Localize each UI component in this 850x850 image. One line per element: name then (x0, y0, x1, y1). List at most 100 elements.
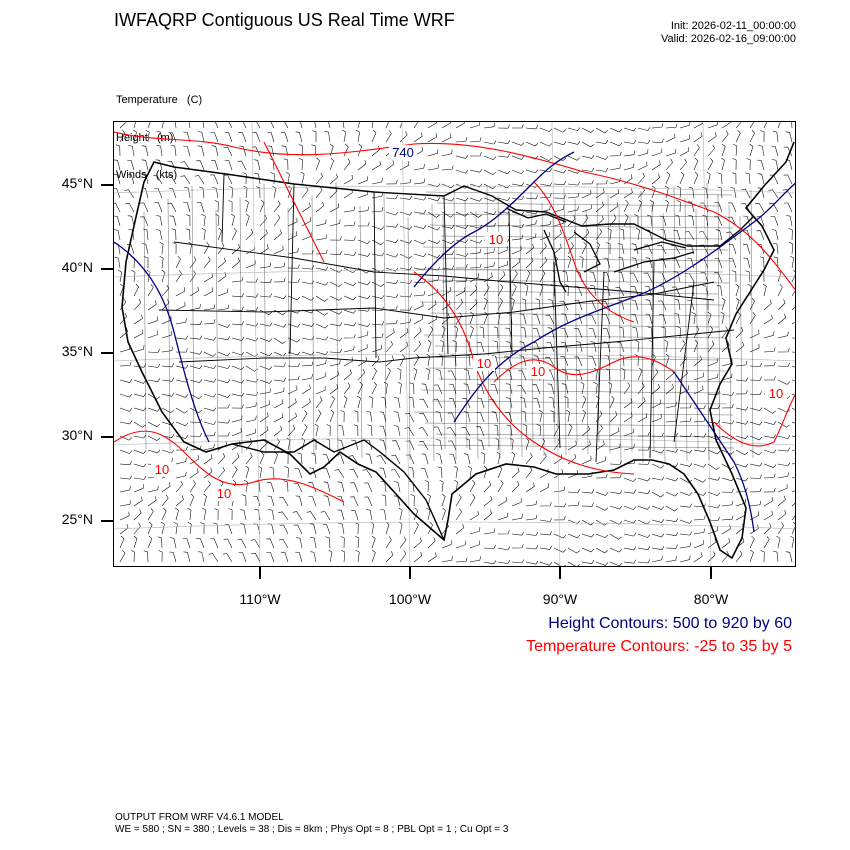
county-line (167, 198, 171, 451)
wind-barb (183, 201, 191, 213)
wind-barb (593, 381, 598, 395)
wind-barb (533, 355, 541, 367)
wind-barb (363, 482, 373, 493)
wind-barb (732, 158, 737, 171)
wind-barb (175, 421, 189, 427)
wind-barb (315, 351, 329, 356)
wind-barb (278, 538, 289, 549)
wind-barb (609, 547, 623, 553)
wind-barb (245, 278, 258, 283)
wind-barb (707, 526, 718, 535)
wind-barb (721, 130, 729, 143)
wind-barb (581, 214, 589, 227)
wind-barb (180, 175, 191, 185)
wind-barb (147, 316, 158, 325)
wind-barb (237, 160, 247, 171)
wind-barb (525, 500, 538, 507)
wind-barb (512, 124, 524, 129)
wind-barb (214, 508, 219, 521)
wind-barb (175, 364, 189, 369)
wind-barb (665, 491, 679, 497)
wind-barb (287, 323, 301, 328)
wind-barb (336, 454, 345, 465)
wind-barb (629, 272, 639, 283)
wind-barb (469, 556, 481, 563)
wind-barb (329, 295, 343, 301)
wind-barb (390, 469, 401, 479)
wind-barb (426, 507, 431, 521)
wind-barb (497, 496, 507, 507)
wind-barb (399, 341, 409, 353)
wind-barb (217, 351, 231, 357)
wind-barb (408, 466, 415, 479)
wind-barb (595, 491, 609, 496)
wind-barb (494, 438, 499, 451)
wind-barb (231, 306, 244, 311)
wind-barb (791, 379, 795, 381)
county-line (508, 206, 512, 447)
wind-barb (231, 227, 237, 241)
wind-barb (365, 439, 373, 451)
wind-barb (539, 168, 553, 173)
wind-barb (203, 256, 211, 269)
wind-barb (588, 356, 597, 367)
wind-barb (424, 480, 429, 493)
county-line (739, 215, 743, 448)
wind-barb (688, 215, 695, 227)
wind-barb (297, 452, 303, 465)
wind-barb (187, 507, 192, 521)
wind-barb (349, 496, 359, 507)
wind-barb (160, 521, 165, 535)
wind-barb (679, 531, 693, 536)
wind-barb (539, 232, 550, 241)
wind-barb (497, 124, 510, 129)
meridian-line (551, 122, 561, 566)
wind-barb (749, 129, 755, 143)
wind-barb (309, 551, 317, 563)
wind-barb (469, 211, 482, 218)
wind-barb (399, 536, 407, 549)
wind-barb (371, 225, 385, 230)
county-line (239, 196, 243, 454)
wind-barb (773, 550, 779, 563)
wind-barb (772, 130, 779, 143)
wind-barb (410, 494, 415, 507)
wind-barb (169, 537, 177, 549)
wind-barb (203, 421, 217, 425)
wind-barb (119, 500, 131, 507)
wind-barb (145, 129, 150, 143)
wind-barb (721, 341, 730, 353)
wind-barb (721, 143, 726, 157)
wind-barb (214, 200, 219, 213)
wind-barb (631, 299, 639, 311)
wind-barb (441, 211, 454, 218)
wind-barb (175, 287, 186, 297)
wind-barb (676, 200, 681, 213)
wind-barb (376, 455, 387, 465)
wind-barb (419, 441, 429, 451)
wind-barb (194, 175, 205, 185)
wind-barb (231, 321, 244, 326)
wind-barb (433, 398, 443, 409)
wind-barb (399, 195, 413, 200)
wind-barb (300, 122, 303, 129)
county-line (695, 208, 699, 450)
wind-barb (437, 466, 443, 479)
wind-barb (371, 333, 384, 339)
county-line (417, 444, 735, 449)
county-line (431, 400, 728, 405)
wind-barb (167, 202, 177, 213)
wind-barb (312, 130, 317, 142)
wind-barb (721, 373, 733, 381)
wind-barb (665, 505, 678, 512)
wind-barb (631, 313, 639, 325)
wind-barb (267, 495, 275, 507)
wind-barb (453, 465, 458, 479)
wind-barb (790, 255, 795, 269)
model-info: OUTPUT FROM WRF V4.6.1 MODEL WE = 580 ; … (115, 812, 508, 836)
wind-barb (707, 419, 721, 424)
wind-barb (343, 382, 351, 395)
wind-barb (357, 295, 371, 300)
wind-barb (161, 449, 175, 454)
lon-label-110: 110°W (239, 591, 281, 607)
